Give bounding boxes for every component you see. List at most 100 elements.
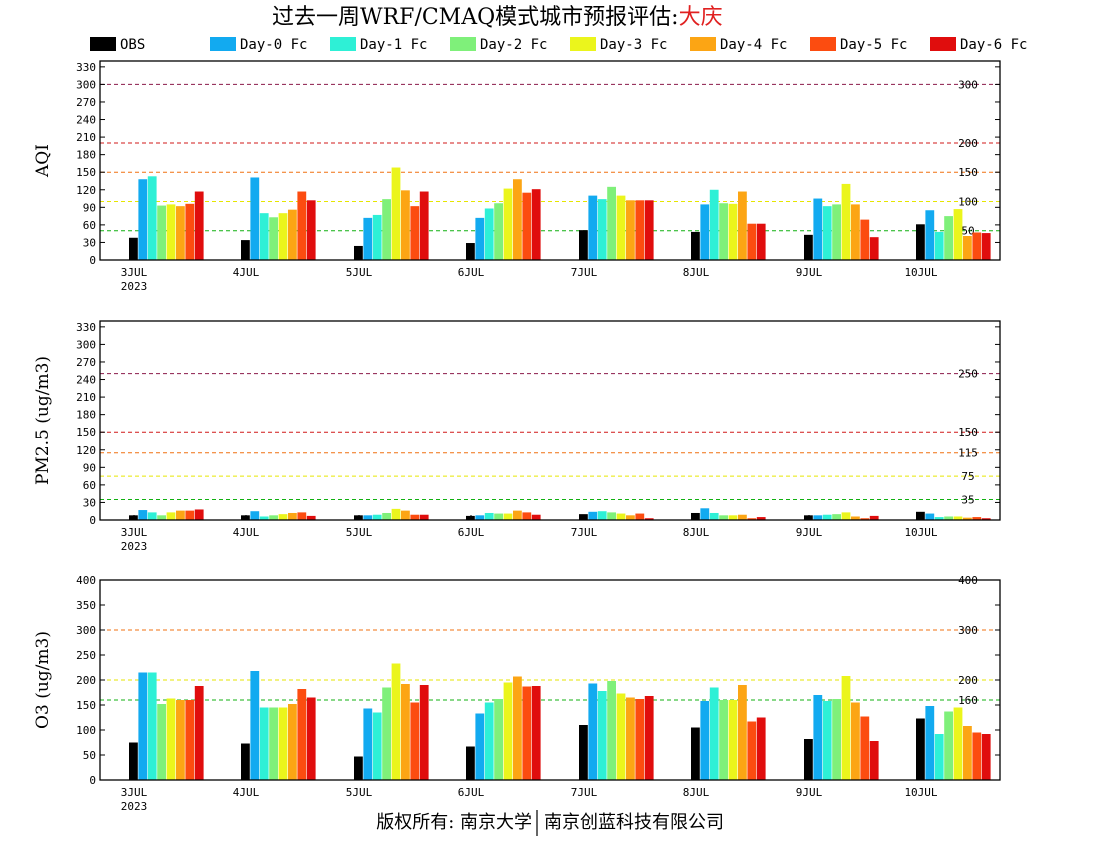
bar-1-3-2: [382, 512, 391, 520]
legend-swatch-0: [90, 37, 116, 51]
bar-2-1-5: [700, 701, 710, 780]
ytick-label-1-10: 300: [76, 338, 96, 351]
bar-0-0-4: [579, 230, 588, 260]
bar-0-5-2: [401, 190, 410, 260]
legend-label-7: Day-6 Fc: [960, 37, 1027, 53]
legend: OBS Day-0 Fc Day-1 Fc Day-2 Fc Day-3 Fc Day-4…: [90, 37, 1027, 53]
ytick-label-0-5: 150: [76, 166, 96, 179]
bar-2-2-2: [372, 712, 382, 780]
bar-0-3-0: [157, 205, 166, 260]
bar-1-3-6: [832, 514, 841, 520]
bar-1-6-0: [185, 510, 195, 520]
xtick-label-1-5: 8JUL: [683, 526, 710, 539]
xtick-label-2-7: 10JUL: [904, 786, 937, 799]
bar-2-6-5: [747, 721, 757, 780]
legend-label-2: Day-1 Fc: [360, 37, 427, 53]
bar-2-7-1: [306, 697, 316, 780]
bar-0-1-5: [700, 204, 710, 260]
bar-2-5-7: [963, 726, 972, 780]
ytick-label-1-9: 270: [76, 356, 96, 369]
ylabel-0: AQI: [33, 144, 53, 178]
bar-0-2-3: [484, 208, 494, 260]
bar-1-5-0: [176, 510, 185, 520]
bar-0-7-0: [194, 191, 204, 260]
bar-2-3-4: [607, 681, 616, 780]
bar-1-0-5: [691, 512, 700, 520]
ytick-label-2-8: 400: [76, 574, 96, 587]
bar-0-4-7: [953, 209, 963, 260]
bar-0-2-5: [709, 189, 719, 260]
bar-1-4-5: [728, 515, 738, 520]
bar-2-3-5: [719, 700, 728, 780]
xtick-label-1-1: 4JUL: [233, 526, 260, 539]
bar-1-2-7: [934, 517, 944, 520]
bar-0-3-4: [607, 186, 616, 260]
xtick-label-1-4: 7JUL: [571, 526, 598, 539]
xtick-label-2-1: 4JUL: [233, 786, 260, 799]
bar-0-6-5: [747, 223, 757, 260]
bar-2-3-7: [944, 711, 953, 780]
bar-1-6-3: [522, 512, 532, 520]
bar-1-1-6: [813, 515, 823, 520]
bar-2-4-6: [841, 676, 851, 780]
bar-0-1-4: [588, 195, 598, 260]
xtick-label-0-2: 5JUL: [346, 266, 373, 279]
bar-2-0-2: [354, 756, 363, 780]
ytick-label-1-5: 150: [76, 426, 96, 439]
bar-1-6-6: [860, 518, 870, 520]
ytick-label-1-4: 120: [76, 444, 96, 457]
legend-label-6: Day-5 Fc: [840, 37, 907, 53]
bar-2-5-0: [176, 700, 185, 780]
bar-1-4-7: [953, 516, 963, 520]
ref-label-2-2: 200: [958, 674, 978, 687]
bar-0-2-1: [259, 213, 269, 260]
bar-2-7-4: [644, 696, 654, 780]
bar-0-7-4: [644, 200, 654, 260]
bar-1-4-2: [391, 508, 401, 520]
ylabel-1: PM2.5 (ug/m3): [33, 356, 53, 485]
bar-0-1-1: [250, 177, 260, 260]
ytick-label-1-0: 0: [89, 514, 96, 527]
bar-2-2-4: [597, 691, 607, 780]
bar-0-4-3: [503, 188, 513, 260]
bar-1-2-2: [372, 514, 382, 520]
bar-1-1-5: [700, 508, 710, 520]
bar-0-7-1: [306, 200, 316, 260]
bar-0-0-3: [466, 243, 475, 260]
ref-label-0-0: 300: [958, 78, 978, 91]
bar-1-0-2: [354, 515, 363, 520]
bar-2-4-7: [953, 707, 963, 780]
bar-1-3-1: [269, 515, 278, 520]
bar-2-1-1: [250, 671, 260, 780]
bar-1-5-4: [626, 515, 635, 520]
bar-1-3-5: [719, 515, 728, 520]
bar-1-3-7: [944, 516, 953, 520]
bar-1-6-1: [297, 512, 307, 520]
bar-1-6-7: [972, 517, 982, 520]
bar-0-6-3: [522, 192, 532, 260]
xtick-label-0-4: 7JUL: [571, 266, 598, 279]
bar-2-5-1: [288, 704, 297, 780]
xtick-label-2-4: 7JUL: [571, 786, 598, 799]
bar-0-0-6: [804, 234, 813, 260]
bar-1-0-0: [129, 515, 138, 520]
bar-1-2-3: [484, 512, 494, 520]
ytick-label-0-9: 270: [76, 96, 96, 109]
xtick-label-0-1: 4JUL: [233, 266, 260, 279]
bar-1-2-5: [709, 512, 719, 520]
xtick-label-0-7: 10JUL: [904, 266, 937, 279]
bar-2-5-5: [738, 685, 747, 780]
bar-2-5-2: [401, 684, 410, 780]
bar-2-7-7: [981, 734, 991, 780]
bar-1-3-4: [607, 512, 616, 520]
xtick-label-0-0: 3JUL: [121, 266, 148, 279]
bar-2-2-6: [822, 701, 832, 780]
bar-0-6-6: [860, 219, 870, 260]
bar-2-2-7: [934, 734, 944, 780]
year-label-0: 2023: [121, 280, 148, 293]
ref-label-0-2: 150: [958, 166, 978, 179]
bar-0-5-3: [513, 179, 522, 260]
footer-right: 南京创蓝科技有限公司: [544, 812, 724, 833]
bar-1-7-4: [644, 518, 654, 520]
bar-2-0-6: [804, 739, 813, 780]
